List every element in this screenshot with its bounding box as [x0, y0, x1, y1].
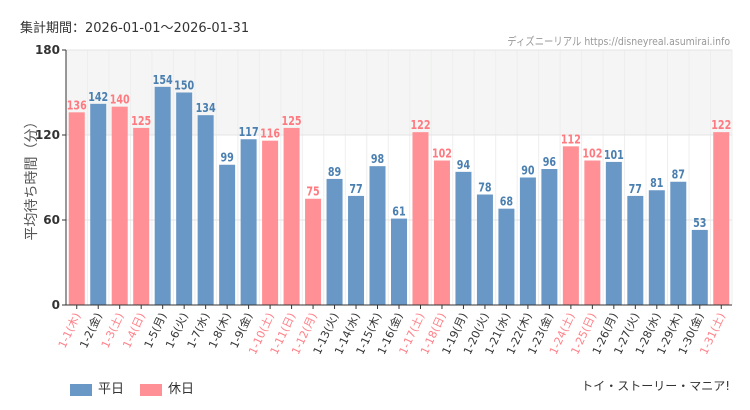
- data-label: 102: [432, 146, 452, 160]
- data-label: 142: [88, 90, 108, 104]
- bar: [133, 127, 150, 306]
- bar: [412, 132, 429, 305]
- bar: [176, 92, 193, 305]
- bar: [433, 160, 450, 305]
- bar: [262, 140, 279, 305]
- data-label: 77: [629, 182, 642, 196]
- y-tick-label: 0: [52, 298, 60, 312]
- bar: [305, 198, 322, 305]
- bar: [455, 171, 472, 305]
- bar: [605, 161, 622, 305]
- data-label: 99: [220, 151, 233, 165]
- data-label: 125: [282, 114, 302, 128]
- data-label: 77: [349, 182, 362, 196]
- bar: [154, 86, 171, 305]
- bar: [197, 115, 214, 306]
- data-label: 94: [457, 158, 471, 172]
- bar: [584, 160, 601, 305]
- attraction-name: トイ・ストーリー・マニア!: [581, 379, 730, 393]
- data-label: 125: [131, 114, 151, 128]
- bar: [562, 146, 579, 305]
- bar: [90, 103, 107, 305]
- legend-label: 休日: [168, 382, 195, 397]
- legend-label: 平日: [98, 382, 125, 397]
- data-label: 140: [110, 93, 130, 107]
- bar: [691, 229, 708, 305]
- bar: [219, 164, 236, 305]
- data-label: 81: [650, 176, 663, 190]
- data-label: 154: [153, 73, 173, 87]
- y-axis-label: 平均待ち時間（分）: [24, 115, 40, 241]
- bar: [391, 218, 407, 305]
- data-label: 117: [239, 125, 259, 139]
- y-tick-label: 120: [35, 128, 60, 142]
- bar: [519, 177, 536, 305]
- data-label: 136: [67, 98, 87, 112]
- bar: [348, 195, 365, 305]
- data-label: 116: [260, 127, 280, 141]
- legend-swatch: [140, 383, 163, 396]
- data-label: 53: [693, 216, 706, 230]
- data-label: 150: [174, 78, 194, 92]
- data-label: 112: [561, 132, 581, 146]
- bar: [648, 190, 665, 305]
- legend: 平日 休日: [70, 378, 194, 397]
- data-label: 101: [604, 148, 624, 162]
- bar: [111, 106, 128, 306]
- bar: [240, 139, 257, 305]
- bar: [68, 112, 85, 305]
- bar: [283, 127, 300, 306]
- data-label: 87: [672, 168, 685, 182]
- bar: [627, 195, 644, 305]
- data-label: 122: [410, 118, 430, 132]
- data-label: 78: [478, 180, 491, 194]
- legend-swatch: [70, 383, 92, 396]
- y-tick-label: 60: [43, 213, 60, 227]
- y-tick-label: 180: [35, 43, 60, 57]
- bar: [498, 208, 515, 305]
- legend-weekday: 平日: [70, 378, 124, 397]
- bar: [713, 132, 730, 305]
- data-label: 122: [711, 118, 731, 132]
- data-label: 98: [371, 152, 384, 166]
- data-label: 75: [306, 185, 319, 199]
- data-label: 134: [196, 101, 216, 115]
- data-label: 102: [582, 146, 602, 160]
- bar: [369, 166, 386, 305]
- period-label: 集計期間：2026-01-01〜2026-01-31: [20, 21, 250, 36]
- data-label: 61: [392, 205, 405, 219]
- bar: [326, 178, 343, 305]
- data-label: 96: [543, 155, 556, 169]
- legend-holiday: 休日: [140, 378, 194, 397]
- credit-label: ディズニーリアル https://disneyreal.asumirai.inf…: [507, 35, 730, 48]
- bar: [476, 194, 493, 305]
- data-label: 89: [328, 165, 341, 179]
- data-label: 90: [521, 163, 535, 177]
- bar: [541, 169, 558, 305]
- bar: [670, 181, 687, 305]
- data-label: 68: [500, 195, 513, 209]
